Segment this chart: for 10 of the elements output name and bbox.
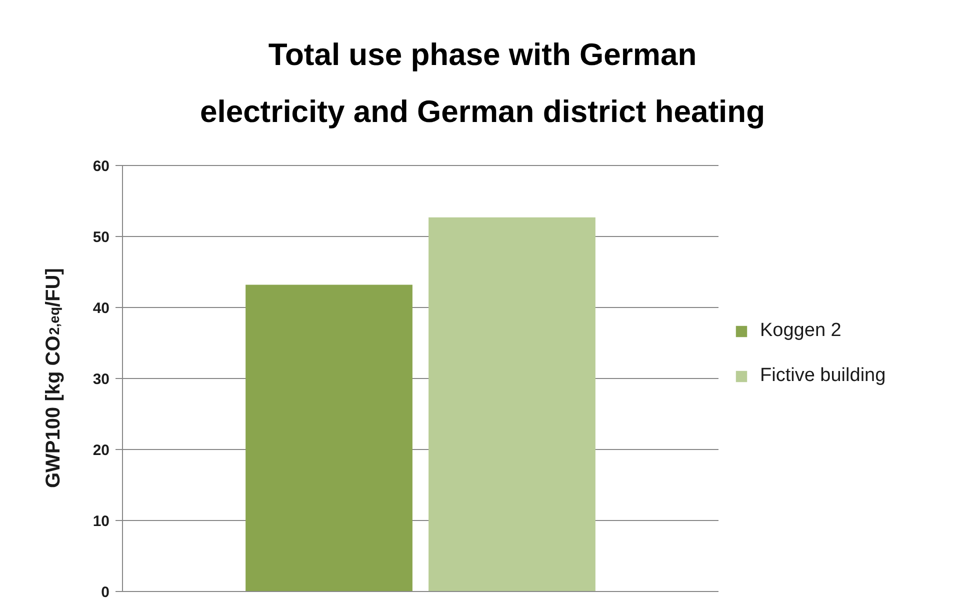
chart-title: Total use phase with German electricity and German district heating bbox=[198, 36, 766, 131]
y-tick-label: 20 bbox=[92, 442, 110, 459]
y-tick-label: 50 bbox=[92, 229, 110, 246]
y-tick-label: 40 bbox=[92, 300, 110, 317]
y-tick-label: 10 bbox=[92, 513, 110, 530]
y-tick-label: 30 bbox=[92, 371, 110, 388]
legend-label: Fictive building bbox=[760, 365, 886, 387]
legend-label: Koggen 2 bbox=[760, 320, 842, 342]
y-tick-label: 0 bbox=[101, 584, 110, 601]
y-tick-label: 60 bbox=[92, 158, 110, 175]
